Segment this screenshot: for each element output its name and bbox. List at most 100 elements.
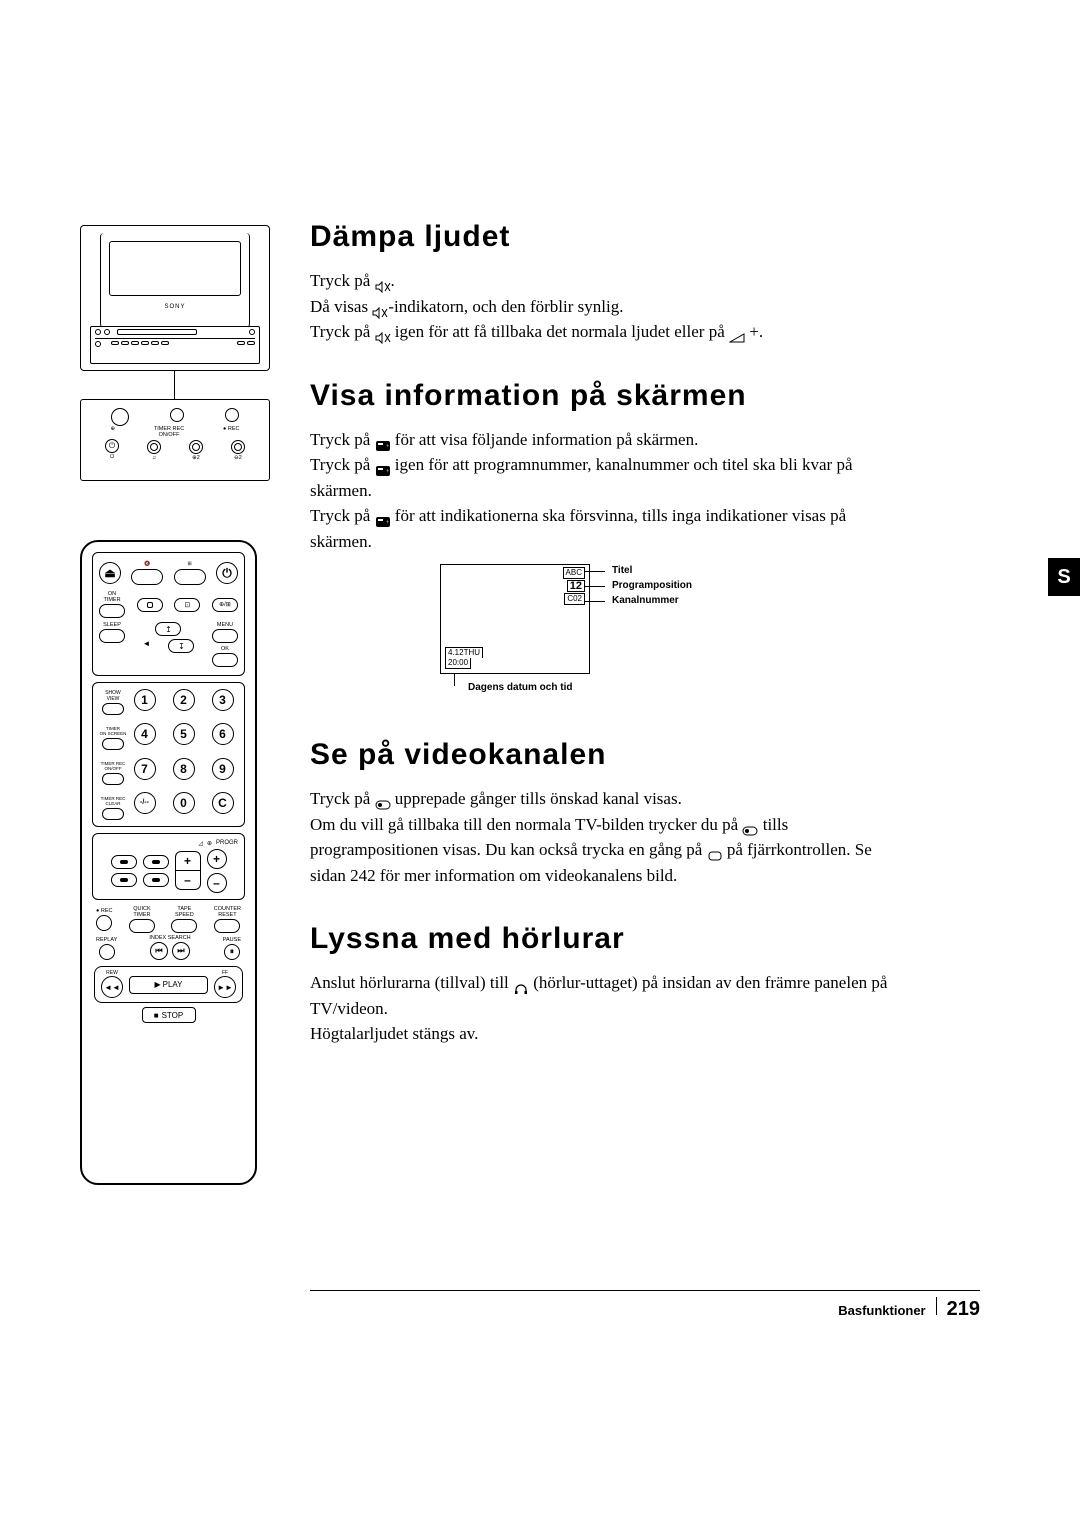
remote-rec-row: ● REC QUICK TIMER TAPE SPEED COUNTER RES… — [96, 906, 241, 933]
progr-label: PROGR — [216, 840, 238, 847]
left-pill-4 — [143, 873, 169, 887]
mute-icon — [375, 275, 391, 287]
menu-label: MENU — [217, 622, 233, 628]
num-3: 3 — [212, 689, 234, 711]
prog-up: + — [207, 849, 227, 869]
volume-wedge-icon — [729, 326, 745, 338]
info-lbl-title: Titel — [612, 565, 632, 576]
timer-rec-clear-label: TIMER REC CLEAR — [101, 797, 126, 807]
replay-label: REPLAY — [96, 937, 117, 943]
ok-button — [212, 653, 238, 667]
on-timer-button — [99, 604, 125, 618]
num-dash: -/-- — [134, 792, 156, 814]
info-prog-tag: 12 — [567, 580, 585, 592]
num-4: 4 — [134, 723, 156, 745]
sleep-label: SLEEP — [103, 622, 121, 628]
num-2: 2 — [173, 689, 195, 711]
info-lbl-date: Dagens datum och tid — [468, 682, 572, 693]
num-9: 9 — [212, 758, 234, 780]
quick-timer-label: QUICK TIMER — [133, 906, 150, 918]
pause-label: PAUSE — [223, 937, 241, 943]
index-rew-icon: ⏮ — [150, 942, 168, 960]
ctrl-input-label: ⊕ — [110, 426, 115, 438]
num-1: 1 — [134, 689, 156, 711]
remote-transport: REW ◄◄ ▶ PLAY FF ►► — [94, 966, 243, 1004]
index-ff-icon: ⏭ — [172, 942, 190, 960]
remote-stop-row: ■ STOP — [92, 1007, 245, 1023]
remote-illustration: ⏏ 🔇 ⊞ ⏻ ON TIMER ⊡ ⊕/⊞ — [80, 540, 257, 1185]
timer-onscreen-label: TIMER ON SCREEN — [100, 727, 127, 737]
info-lbl-prog: Programposition — [612, 580, 692, 591]
info-lbl-chan: Kanalnummer — [612, 595, 679, 606]
lyssna-p: Anslut hörlurarna (tillval) till (hörlur… — [310, 970, 910, 1047]
page-footer: Basfunktioner 219 — [310, 1290, 980, 1321]
tv-illustration: SONY — [80, 225, 270, 371]
ok-label: OK — [221, 646, 229, 652]
replay-button — [99, 944, 115, 960]
remote-numpad-panel: SHOW VIEW TIMER ON SCREEN TIMER REC ON/O… — [92, 682, 245, 827]
visa-title: Visa information på skärmen — [310, 379, 910, 413]
num-6: 6 — [212, 723, 234, 745]
mute-icon — [372, 301, 388, 313]
mute-icon — [375, 326, 391, 338]
btn-blank-1 — [137, 598, 163, 612]
prog-down: – — [207, 873, 227, 893]
arrow-up-button: ↥ — [155, 622, 181, 636]
pause-icon: ⏸ — [224, 944, 240, 960]
rew-icon: ◄◄ — [101, 976, 123, 998]
num-7: 7 — [134, 758, 156, 780]
left-pill-1 — [111, 855, 137, 869]
index-search-label: INDEX SEARCH — [149, 935, 190, 941]
ctrl-rec-label: ● REC — [223, 426, 239, 438]
main-content: Dämpa ljudet Tryck på . Då visas -indika… — [310, 220, 910, 1081]
timer-rec-clear-button — [102, 808, 124, 820]
tv-screen-outline: SONY — [100, 233, 250, 333]
display-icon: + — [375, 510, 391, 522]
counter-reset-label: COUNTER RESET — [214, 906, 241, 918]
play-button: ▶ PLAY — [129, 976, 208, 994]
arrow-down-button: ↧ — [168, 639, 194, 653]
num-c: C — [212, 792, 234, 814]
showview-label: SHOW VIEW — [99, 691, 127, 702]
input-icon — [375, 793, 391, 805]
info-diagram: ABC 12 C02 4.12THU 20:00 Titel Programpo… — [440, 564, 770, 704]
tv-button-icon — [707, 844, 723, 856]
timer-rec-onoff-button — [102, 773, 124, 785]
info-time: 20:00 — [445, 658, 471, 669]
rec-label: ● REC — [96, 908, 112, 914]
tv-front-panel — [90, 326, 260, 364]
headphone-icon — [513, 977, 529, 989]
tv-screen-inner — [109, 241, 241, 296]
left-pill-3 — [143, 855, 169, 869]
tape-speed-button — [171, 919, 197, 933]
dampa-title: Dämpa ljudet — [310, 220, 910, 254]
numpad: 1 2 3 4 5 6 7 8 9 -/-- 0 C — [129, 689, 238, 820]
info-chan-tag: C02 — [564, 593, 585, 605]
se-p: Tryck på upprepade gånger tills önskad k… — [310, 786, 910, 888]
volume-rocker: + – — [175, 851, 201, 890]
btn-input-toggle: ⊕/⊞ — [212, 598, 238, 612]
timer-rec-onoff-label: TIMER REC ON/OFF — [101, 762, 126, 772]
visa-p: Tryck på + för att visa följande informa… — [310, 427, 910, 555]
remote-vol-panel: ◿ ⊕ PROGR + – + — [92, 833, 245, 900]
section-visa: Visa information på skärmen Tryck på + f… — [310, 379, 910, 705]
tv-brand-label: SONY — [101, 304, 249, 310]
quick-timer-button — [129, 919, 155, 933]
section-se: Se på videokanalen Tryck på upprepade gå… — [310, 738, 910, 888]
input-icon — [742, 819, 758, 831]
eject-icon: ⏏ — [99, 562, 121, 584]
footer-section: Basfunktioner — [838, 1303, 925, 1318]
ctrl-timer-rec-label: TIMER RECON/OFF — [154, 426, 184, 438]
num-0: 0 — [173, 792, 195, 814]
info-title-tag: ABC — [563, 567, 585, 579]
sleep-button — [99, 629, 125, 643]
lyssna-title: Lyssna med hörlurar — [310, 922, 910, 956]
remote-top-panel: ⏏ 🔇 ⊞ ⏻ ON TIMER ⊡ ⊕/⊞ — [92, 552, 245, 676]
display-icon: + — [375, 434, 391, 446]
counter-reset-button — [214, 919, 240, 933]
tape-speed-label: TAPE SPEED — [175, 906, 194, 918]
display-icon: + — [375, 459, 391, 471]
info-screen: ABC 12 C02 4.12THU 20:00 — [440, 564, 590, 674]
on-timer-label: ON TIMER — [103, 591, 120, 603]
side-tab: S — [1048, 558, 1080, 596]
